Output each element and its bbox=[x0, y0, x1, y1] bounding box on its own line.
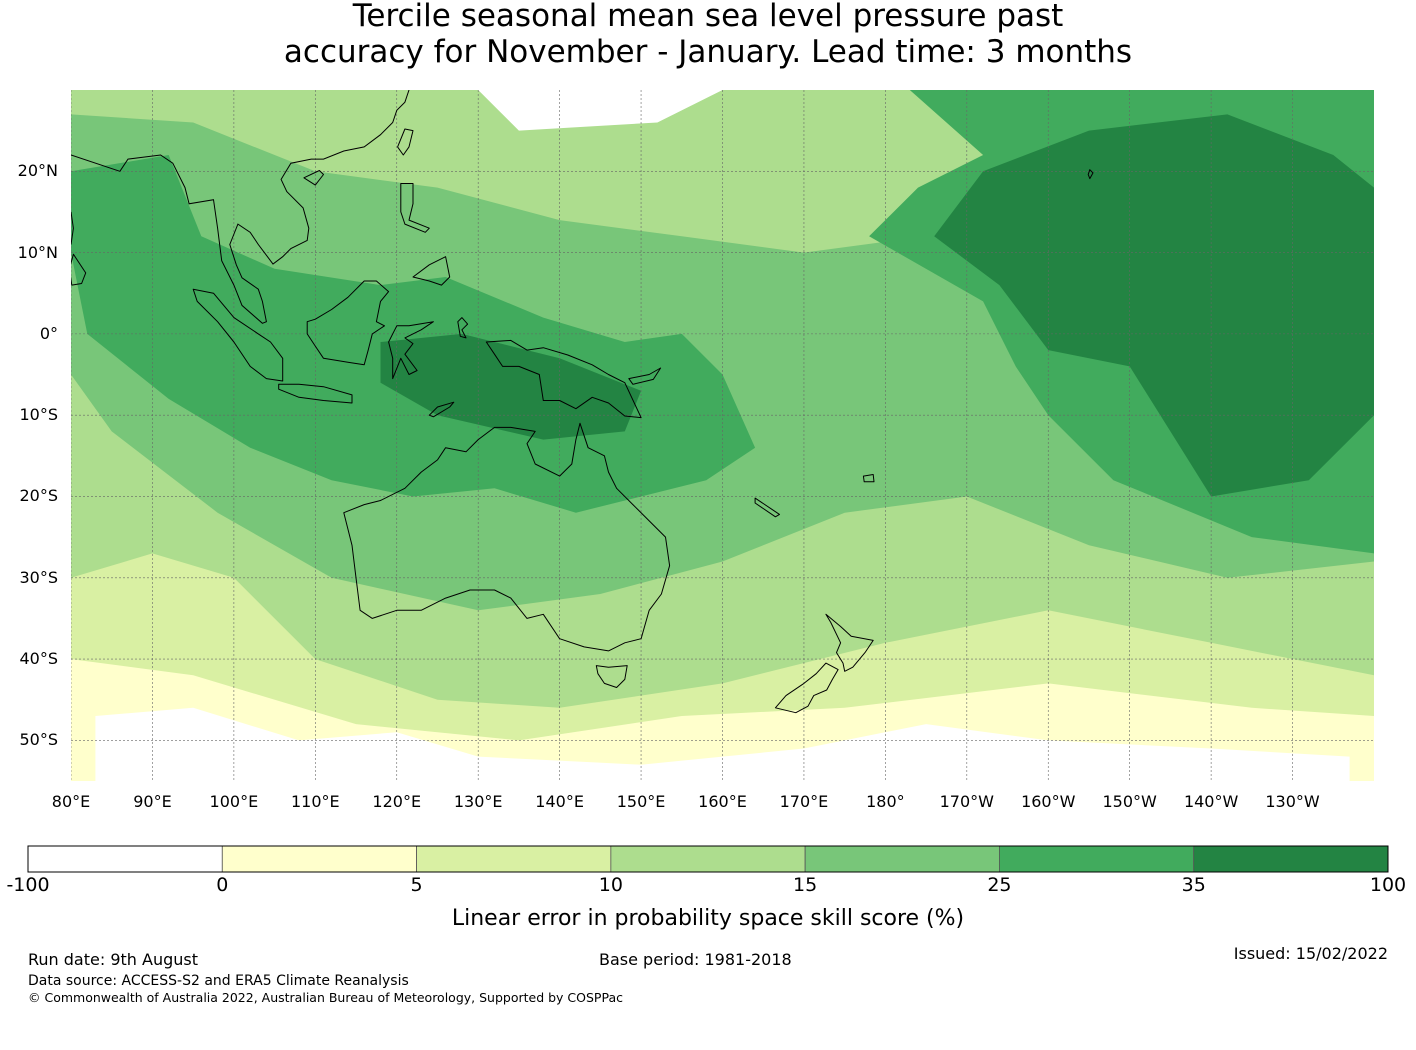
coastline-taiwan bbox=[397, 128, 414, 156]
coastline-java bbox=[278, 383, 353, 404]
lat-tick-label: 50°S bbox=[19, 730, 58, 750]
lon-tick-label: 100°E bbox=[209, 792, 259, 811]
colorbar-tick-label: 5 bbox=[410, 874, 423, 896]
lat-tick-label: 10°N bbox=[17, 242, 58, 262]
colorbar-tick-label: 10 bbox=[598, 874, 623, 896]
lat-tick-label: 20°N bbox=[17, 161, 58, 181]
lat-tick-label: 40°S bbox=[19, 649, 58, 669]
coastline-sri-lanka bbox=[71, 253, 87, 286]
skill-region-10 bbox=[380, 333, 642, 440]
colorbar-swatch bbox=[27, 845, 223, 873]
coastline-new-zealand-south-island bbox=[774, 662, 839, 714]
coastline-sumatra bbox=[192, 288, 284, 382]
lon-tick-label: 160°E bbox=[698, 792, 747, 811]
issued-date: Issued: 15/02/2022 bbox=[1233, 944, 1388, 963]
lon-tick-label: 150°W bbox=[1102, 792, 1157, 811]
coastline-sulawesi bbox=[388, 321, 434, 380]
lon-tick-label: 80°E bbox=[51, 792, 91, 811]
coastline-hainan bbox=[303, 170, 324, 186]
skill-region-3 bbox=[95, 707, 1350, 781]
coastline-australia bbox=[343, 422, 671, 652]
coastline-hawaii bbox=[1087, 169, 1094, 180]
lon-tick-label: 130°W bbox=[1265, 792, 1320, 811]
colorbar-swatch bbox=[221, 845, 417, 873]
coastline-mainland-0 bbox=[71, 211, 74, 245]
skill-region-4 bbox=[478, 90, 723, 131]
lon-tick-label: 120°E bbox=[372, 792, 422, 811]
colorbar-swatch bbox=[416, 845, 612, 873]
colorbar-tick-label: -100 bbox=[6, 874, 50, 896]
coastline-new-zealand-north-island bbox=[825, 613, 874, 672]
colorbar-tick-label: 25 bbox=[987, 874, 1012, 896]
coastline-borneo bbox=[306, 280, 390, 366]
coastline-tasmania bbox=[595, 665, 628, 688]
lon-tick-label: 150°E bbox=[616, 792, 666, 811]
coastline-mindanao bbox=[412, 256, 451, 286]
lon-tick-label: 180° bbox=[866, 792, 905, 811]
colorbar-swatch bbox=[804, 845, 1000, 873]
colorbar bbox=[27, 845, 1389, 873]
colorbar-swatch bbox=[1193, 845, 1389, 873]
lon-tick-label: 160°W bbox=[1021, 792, 1076, 811]
coastline-new-britain bbox=[628, 367, 662, 385]
colorbar-tick-label: 100 bbox=[1369, 874, 1407, 896]
copyright: © Commonwealth of Australia 2022, Austra… bbox=[28, 990, 623, 1005]
colorbar-swatch bbox=[999, 845, 1195, 873]
chart-title-line2: accuracy for November - January. Lead ti… bbox=[283, 34, 1133, 70]
colorbar-frame bbox=[27, 845, 1389, 873]
lon-tick-label: 170°E bbox=[779, 792, 829, 811]
lat-tick-label: 0° bbox=[39, 323, 58, 343]
coastline-halmahera bbox=[457, 317, 469, 339]
colorbar-tick-label: 0 bbox=[216, 874, 229, 896]
lon-tick-label: 140°E bbox=[535, 792, 584, 811]
colorbar-tick-label: 35 bbox=[1181, 874, 1206, 896]
coastline-timor bbox=[428, 401, 455, 418]
colorbar-tick-label: 15 bbox=[793, 874, 818, 896]
lon-tick-label: 170°W bbox=[939, 792, 994, 811]
run-date: Run date: 9th August bbox=[28, 950, 198, 969]
lat-tick-label: 10°S bbox=[19, 405, 58, 425]
lat-tick-label: 20°S bbox=[19, 486, 58, 506]
coastlines bbox=[71, 90, 1094, 714]
lon-tick-label: 130°E bbox=[453, 792, 503, 811]
skill-region-9 bbox=[934, 114, 1374, 497]
colorbar-swatch bbox=[610, 845, 806, 873]
coastline-mainland-1 bbox=[71, 90, 410, 324]
lon-tick-label: 140°W bbox=[1183, 792, 1239, 811]
coastline-new-caledonia bbox=[754, 497, 780, 518]
lon-tick-label: 110°E bbox=[290, 792, 340, 811]
coastline-fiji bbox=[862, 474, 875, 483]
chart-title-line1: Tercile seasonal mean sea level pressure… bbox=[352, 0, 1064, 34]
colorbar-label: Linear error in probability space skill … bbox=[451, 906, 965, 931]
graticule bbox=[71, 90, 1374, 781]
lat-tick-label: 30°S bbox=[19, 567, 58, 587]
base-period: Base period: 1981-2018 bbox=[599, 950, 792, 969]
coastline-luzon bbox=[400, 183, 430, 233]
data-source: Data source: ACCESS-S2 and ERA5 Climate … bbox=[28, 973, 409, 989]
lon-tick-label: 90°E bbox=[133, 792, 172, 811]
coastline-new-guinea bbox=[485, 339, 642, 419]
